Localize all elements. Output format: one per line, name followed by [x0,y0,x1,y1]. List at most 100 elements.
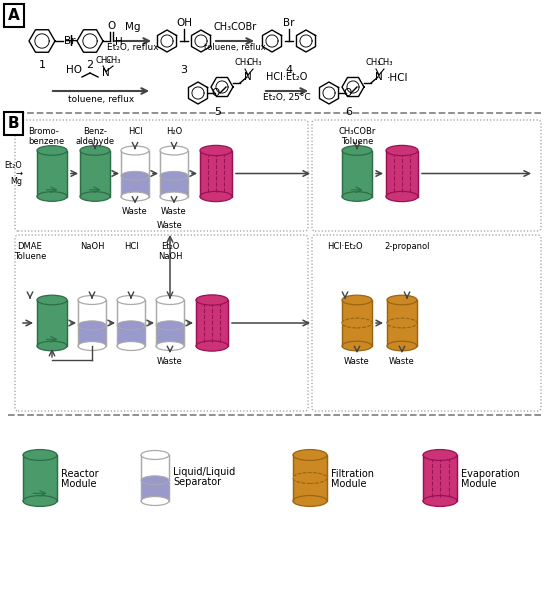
Ellipse shape [37,341,67,351]
Bar [423,455,457,501]
Text: 2-propanol: 2-propanol [384,242,430,251]
Bar [196,300,228,346]
Text: Liquid/Liquid: Liquid/Liquid [173,467,235,477]
Ellipse shape [293,496,327,506]
Ellipse shape [121,171,149,181]
Text: 1: 1 [39,60,46,70]
Ellipse shape [160,146,188,155]
Text: CH₃COBr: CH₃COBr [213,22,257,32]
Text: Evaporation: Evaporation [461,469,520,479]
Bar [80,151,110,196]
Text: B: B [8,116,20,131]
Text: 5: 5 [214,107,222,117]
Bar [156,325,184,346]
Text: ·HCl: ·HCl [387,73,409,83]
Text: HCl·Et₂O: HCl·Et₂O [266,72,307,82]
Bar [121,151,149,196]
Bar [200,151,232,196]
Ellipse shape [156,295,184,305]
Text: H: H [115,37,123,47]
Text: Et₂O, 25°C: Et₂O, 25°C [263,93,311,102]
Text: CH₃COBr
Toluene: CH₃COBr Toluene [338,127,376,147]
Text: 4: 4 [285,65,293,75]
Text: Waste: Waste [161,207,187,216]
Ellipse shape [423,496,457,506]
Bar [37,151,67,196]
Ellipse shape [386,145,418,156]
Text: +: + [63,32,79,50]
Text: H₂O: H₂O [166,127,182,136]
Ellipse shape [293,472,327,483]
Bar [141,455,169,501]
Ellipse shape [342,146,372,155]
Text: O: O [212,88,220,98]
Ellipse shape [423,449,457,460]
FancyBboxPatch shape [15,235,308,411]
Ellipse shape [117,295,145,305]
Text: HCl: HCl [124,242,138,251]
Ellipse shape [387,295,417,305]
Text: NaOH: NaOH [80,242,104,251]
FancyBboxPatch shape [312,235,541,411]
Text: Et₂O: Et₂O [4,161,22,170]
FancyBboxPatch shape [15,120,308,231]
Text: Module: Module [461,479,497,489]
Text: Separator: Separator [173,477,221,487]
Text: 6: 6 [345,107,353,117]
Ellipse shape [387,318,417,328]
Ellipse shape [342,341,372,351]
Ellipse shape [156,321,184,330]
Text: A: A [8,8,20,23]
Ellipse shape [196,295,228,305]
Ellipse shape [156,342,184,350]
Ellipse shape [78,321,106,330]
Ellipse shape [387,318,417,328]
Text: toluene, reflux: toluene, reflux [204,43,266,52]
Ellipse shape [78,342,106,350]
Text: Reactor: Reactor [61,469,98,479]
Bar [121,176,149,196]
Bar [160,176,188,196]
Text: Bromo-
benzene: Bromo- benzene [28,127,64,147]
Ellipse shape [293,449,327,460]
Ellipse shape [23,449,57,460]
Text: DMAE
Toluene: DMAE Toluene [14,242,46,261]
Bar [141,480,169,501]
Text: O: O [343,88,351,98]
Ellipse shape [80,146,110,155]
Ellipse shape [121,146,149,155]
Ellipse shape [200,192,232,202]
Text: Waste: Waste [344,357,370,366]
Text: O: O [107,21,116,31]
Text: CH₃: CH₃ [377,58,393,67]
Ellipse shape [196,341,228,351]
Text: CH₃: CH₃ [105,56,121,65]
Bar [78,325,106,346]
Text: CH₃: CH₃ [246,58,262,67]
Bar [160,151,188,196]
Text: HCl: HCl [128,127,142,136]
Ellipse shape [37,146,67,155]
Ellipse shape [293,472,327,483]
Text: Waste: Waste [157,221,183,230]
Text: Waste: Waste [157,357,183,366]
Text: →: → [15,169,22,178]
Bar [387,300,417,346]
Bar [117,325,145,346]
FancyBboxPatch shape [312,120,541,231]
Ellipse shape [23,496,57,506]
Ellipse shape [342,318,372,328]
Bar [37,300,67,346]
Text: Benz-
aldehyde: Benz- aldehyde [75,127,114,147]
Ellipse shape [160,171,188,181]
Ellipse shape [387,341,417,351]
Text: Waste: Waste [122,207,148,216]
Text: Module: Module [61,479,96,489]
Ellipse shape [117,342,145,350]
Text: Br: Br [64,36,75,46]
Ellipse shape [117,321,145,330]
Ellipse shape [121,192,149,201]
Text: toluene, reflux: toluene, reflux [68,95,134,104]
Bar [386,151,418,196]
Text: Mg: Mg [125,22,141,32]
